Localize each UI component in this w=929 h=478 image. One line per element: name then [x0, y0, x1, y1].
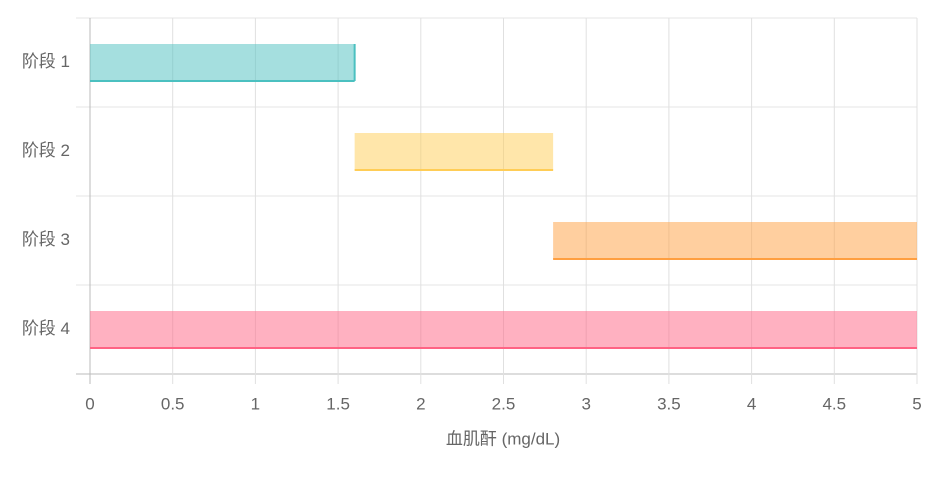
y-tick-label: 阶段 3: [22, 230, 70, 249]
y-tick-label: 阶段 4: [22, 319, 70, 338]
x-tick-label: 1: [251, 394, 260, 413]
x-axis-title: 血肌酐 (mg/dL): [446, 429, 560, 448]
bar: [553, 222, 917, 259]
x-tick-label: 0: [85, 394, 94, 413]
y-tick-label: 阶段 2: [22, 141, 70, 160]
y-tick-label: 阶段 1: [22, 52, 70, 71]
x-tick-label: 4: [747, 394, 756, 413]
x-tick-label: 4.5: [822, 394, 846, 413]
x-tick-label: 2: [416, 394, 425, 413]
bar: [90, 44, 355, 81]
x-tick-label: 0.5: [161, 394, 185, 413]
x-tick-label: 5: [912, 394, 921, 413]
x-tick-label: 3.5: [657, 394, 681, 413]
bar: [90, 311, 917, 348]
x-tick-label: 1.5: [326, 394, 350, 413]
x-tick-label: 2.5: [492, 394, 516, 413]
x-tick-label: 3: [581, 394, 590, 413]
bar: [354, 133, 554, 170]
